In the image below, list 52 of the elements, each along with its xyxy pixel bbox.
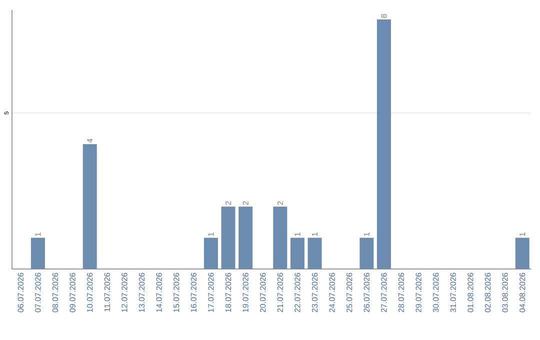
bar [273, 206, 288, 269]
bar [290, 238, 304, 269]
x-tick-label: 17.07.2026 [208, 272, 214, 312]
x-tick-label: 15.07.2026 [174, 272, 180, 312]
x-tick-label: 12.07.2026 [122, 272, 128, 312]
x-tick-label: 01.08.2026 [468, 272, 474, 312]
bar [515, 238, 530, 269]
bar [308, 238, 322, 269]
data-label: 1 [312, 232, 318, 236]
x-tick-label: 07.07.2026 [35, 272, 41, 312]
data-label: 4 [87, 138, 93, 143]
bar [221, 206, 236, 269]
x-tick-label: 30.07.2026 [433, 272, 439, 312]
x-tick-label: 13.07.2026 [138, 272, 145, 312]
x-tick-label: 08.07.2026 [52, 272, 58, 312]
bar [204, 238, 218, 269]
data-label: 2 [225, 201, 232, 205]
x-tick-label: 24.07.2026 [329, 272, 335, 312]
x-tick-label: 06.07.2026 [18, 272, 24, 312]
data-label: 1 [364, 232, 370, 236]
x-tick-label: 16.07.2026 [190, 272, 196, 312]
bar [82, 144, 97, 269]
x-tick-label: 09.07.2026 [70, 272, 76, 312]
data-label: 2 [242, 201, 248, 205]
x-tick-label: 22.07.2026 [294, 272, 300, 312]
x-tick-label: 10.07.2026 [87, 272, 93, 312]
x-tick-label: 23.07.2026 [312, 272, 318, 312]
x-tick-label: 20.07.2026 [260, 272, 266, 312]
data-label: 1 [520, 232, 526, 236]
x-tick-label: 26.07.2026 [364, 272, 370, 312]
data-label: 1 [35, 232, 41, 236]
x-tick-label: 18.07.2026 [225, 272, 232, 312]
bar [360, 238, 374, 269]
data-label: 8 [381, 14, 387, 18]
x-tick-label: 03.08.2026 [502, 272, 508, 312]
x-tick-label: 14.07.2026 [156, 272, 162, 312]
bar [238, 206, 253, 269]
data-label: 1 [208, 232, 214, 236]
x-tick-label: 29.07.2026 [416, 272, 422, 312]
x-tick-label: 21.07.2026 [277, 272, 283, 312]
data-label: 2 [277, 201, 283, 205]
x-tick-label: 11.07.2026 [104, 272, 110, 312]
x-tick-label: 02.08.2026 [484, 272, 491, 312]
x-tick-label: 25.07.2026 [346, 272, 352, 312]
x-tick-label: 27.07.2026 [381, 272, 387, 312]
x-tick-label: 04.08.2026 [520, 272, 526, 312]
x-tick-label: 28.07.2026 [398, 272, 404, 312]
x-tick-label: 19.07.2026 [242, 272, 248, 312]
x-tick-label: 31.07.2026 [450, 272, 456, 312]
data-label: 1 [294, 232, 300, 236]
bar [30, 238, 45, 269]
bar [376, 19, 391, 269]
